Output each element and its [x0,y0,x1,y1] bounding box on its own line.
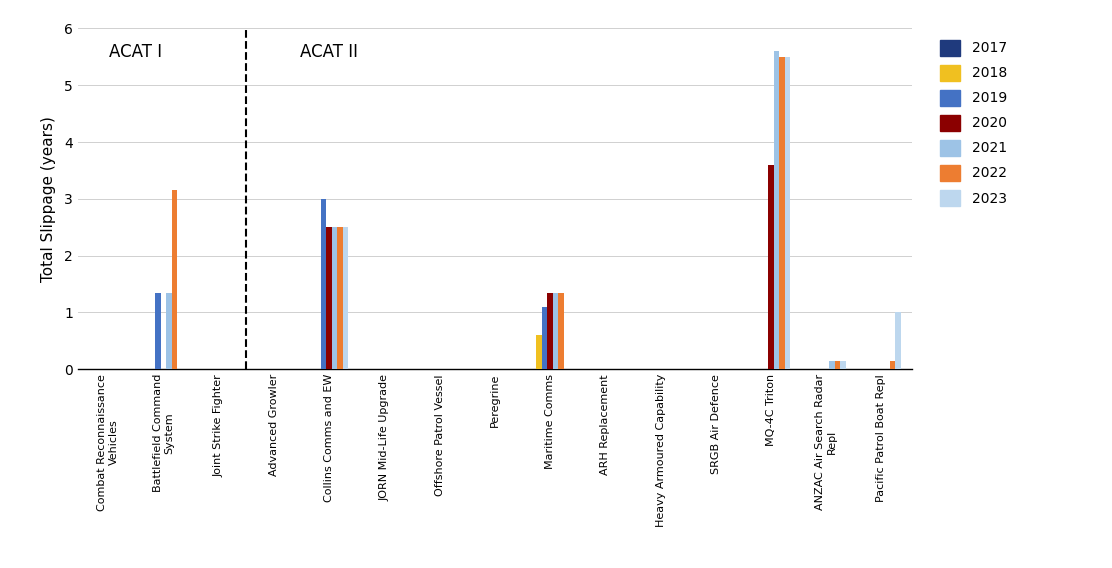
Bar [780,57,785,369]
Bar [553,293,558,369]
Bar [156,293,161,369]
Bar [327,227,331,369]
Bar [542,307,547,369]
Y-axis label: Total Slippage (years): Total Slippage (years) [41,116,56,282]
Bar [828,361,834,369]
Bar [840,361,845,369]
Bar [342,227,348,369]
Bar [547,293,553,369]
Bar [834,361,840,369]
Bar [890,361,895,369]
Legend: 2017, 2018, 2019, 2020, 2021, 2022, 2023: 2017, 2018, 2019, 2020, 2021, 2022, 2023 [935,35,1011,210]
Text: ACAT I: ACAT I [109,43,162,61]
Bar [166,293,171,369]
Bar [171,190,177,369]
Bar [895,312,901,369]
Bar [337,227,342,369]
Bar [768,165,774,369]
Text: ACAT II: ACAT II [300,43,358,61]
Bar [321,199,327,369]
Bar [558,293,564,369]
Bar [785,57,791,369]
Bar [536,335,542,369]
Bar [331,227,337,369]
Bar [774,51,780,369]
